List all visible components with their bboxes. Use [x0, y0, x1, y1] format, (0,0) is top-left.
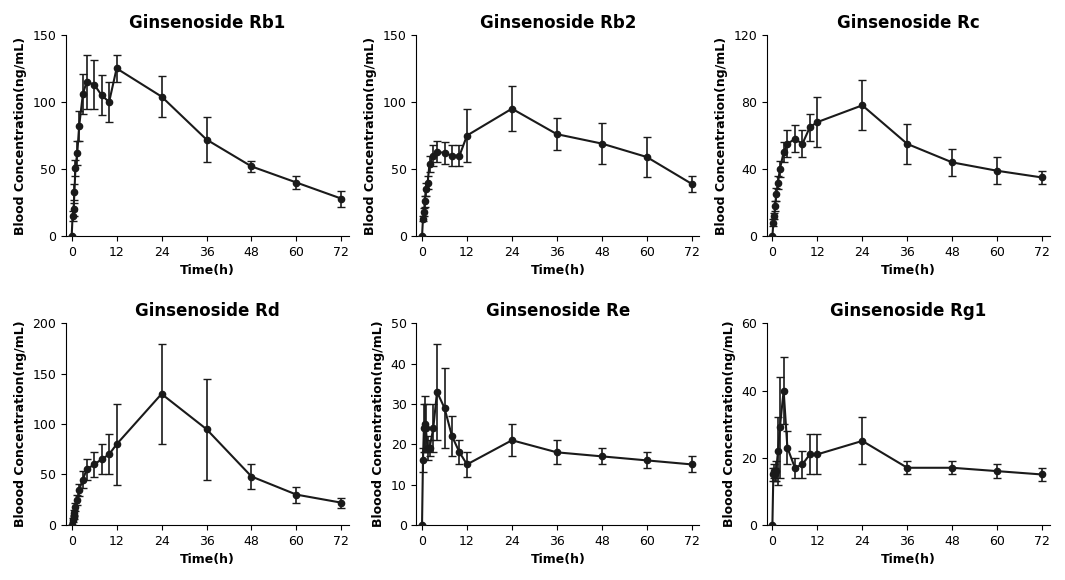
X-axis label: Time(h): Time(h) [881, 553, 936, 566]
Title: Ginsenoside Rd: Ginsenoside Rd [135, 303, 280, 321]
Title: Ginsenoside Rb1: Ginsenoside Rb1 [129, 14, 285, 32]
X-axis label: Time(h): Time(h) [180, 553, 235, 566]
Y-axis label: Blood Concentration(ng/mL): Blood Concentration(ng/mL) [364, 37, 377, 234]
X-axis label: Time(h): Time(h) [881, 264, 936, 277]
Y-axis label: Blood Concentration(ng/mL): Blood Concentration(ng/mL) [715, 37, 727, 234]
Title: Ginsenoside Rb2: Ginsenoside Rb2 [479, 14, 636, 32]
Y-axis label: Bloood Concentration(ng/mL): Bloood Concentration(ng/mL) [14, 321, 27, 527]
Title: Ginsenoside Rg1: Ginsenoside Rg1 [830, 303, 986, 321]
X-axis label: Time(h): Time(h) [530, 264, 586, 277]
Y-axis label: Bloood Concentration(ng/mL): Bloood Concentration(ng/mL) [372, 321, 386, 527]
X-axis label: Time(h): Time(h) [530, 553, 586, 566]
Title: Ginsenoside Rc: Ginsenoside Rc [837, 14, 980, 32]
X-axis label: Time(h): Time(h) [180, 264, 235, 277]
Title: Ginsenoside Re: Ginsenoside Re [486, 303, 630, 321]
Y-axis label: Blood Concentration(ng/mL): Blood Concentration(ng/mL) [14, 37, 27, 234]
Y-axis label: Bloood Concentration(ng/mL): Bloood Concentration(ng/mL) [723, 321, 736, 527]
